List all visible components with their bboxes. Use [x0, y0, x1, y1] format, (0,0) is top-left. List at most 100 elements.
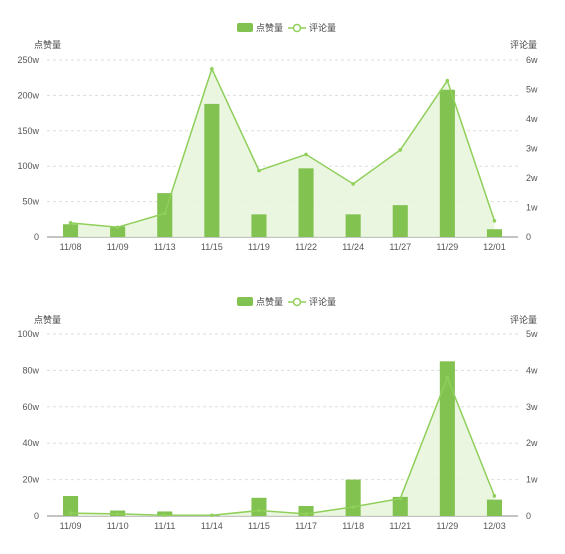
bar-likes: [345, 214, 361, 237]
chart-panel-2: 点赞量 评论量 点赞量 评论量 0 20w 40w 60w 80w 100w 0 1w 2w 3w 4w 5w…: [0, 282, 565, 554]
x-tick-label: 12/01: [483, 242, 506, 252]
comments-point: [304, 512, 308, 516]
comments-point: [492, 218, 497, 223]
y-tick-left: 20w: [22, 475, 39, 485]
comments-point: [398, 496, 403, 501]
comments-point: [257, 508, 261, 513]
x-tick-label: 11/15: [201, 242, 223, 252]
y-tick-left: 50w: [22, 197, 39, 207]
comments-point: [257, 168, 261, 173]
x-tick-label: 11/09: [107, 242, 129, 252]
y-tick-right: 3w: [526, 402, 538, 412]
y-tick-left: 80w: [22, 365, 39, 375]
comments-point: [398, 148, 403, 152]
y-axis-title-left: 点赞量: [34, 314, 61, 325]
y-tick-left: 100w: [17, 161, 39, 171]
bar-likes: [63, 224, 79, 237]
y-axis-title-left: 点赞量: [34, 39, 61, 50]
bar-likes: [110, 226, 126, 237]
comments-line: [70, 375, 496, 517]
comments-point: [210, 513, 214, 518]
y-tick-right: 1w: [526, 203, 538, 213]
comments-point: [115, 512, 120, 516]
bar-likes: [298, 505, 314, 516]
bar-likes: [298, 168, 314, 237]
legend-label-likes: 点赞量: [256, 22, 283, 33]
x-tick-label: 11/14: [201, 521, 223, 531]
comments-point: [351, 182, 355, 186]
y-tick-left: 150w: [17, 126, 39, 136]
y-tick-right: 0: [526, 511, 531, 521]
legend-label-comments: 评论量: [309, 296, 336, 307]
legend-bar-swatch: [237, 297, 253, 306]
x-tick-label: 11/13: [154, 242, 176, 252]
bar-likes: [439, 361, 455, 516]
chart-panel-1: 点赞量 评论量 点赞量 评论量 0 50w 100w 150w 200w 250w 0 1w 2w 3w 4…: [0, 0, 565, 270]
comments-point: [492, 494, 497, 498]
bar-likes: [204, 103, 220, 237]
y-tick-right: 4w: [526, 365, 538, 375]
y-tick-right: 5w: [526, 85, 538, 95]
x-tick-label: 11/15: [248, 521, 270, 531]
bar-likes: [486, 229, 502, 237]
comments-area: [70, 68, 495, 237]
y-tick-left: 0: [34, 511, 39, 521]
y-tick-right: 0: [526, 232, 531, 242]
legend: 点赞量 评论量: [237, 22, 336, 33]
bar-likes: [392, 205, 408, 237]
x-tick-label: 11/18: [342, 521, 364, 531]
legend: 点赞量 评论量: [237, 296, 336, 307]
comments-point: [304, 152, 308, 157]
y-axis-title-right: 评论量: [510, 39, 537, 50]
y-tick-left: 60w: [22, 402, 39, 412]
x-tick-label: 11/11: [154, 521, 175, 531]
bar-likes: [486, 499, 502, 516]
comments-point: [162, 513, 167, 518]
legend-label-likes: 点赞量: [256, 296, 283, 307]
comments-point: [210, 67, 214, 71]
legend-line-marker: [292, 23, 302, 33]
y-tick-right: 1w: [526, 475, 538, 485]
comments-point: [115, 225, 120, 230]
legend-bar-swatch: [237, 23, 253, 32]
bar-likes: [251, 497, 267, 516]
comments-point: [445, 78, 450, 83]
y-tick-left: 250w: [17, 55, 39, 65]
bar-likes: [251, 214, 267, 237]
bar-likes: [63, 495, 79, 516]
x-tick-label: 11/19: [248, 242, 270, 252]
bar-likes: [392, 496, 408, 516]
comments-point: [162, 211, 167, 216]
x-tick-label: 11/27: [389, 242, 411, 252]
y-tick-right: 3w: [526, 144, 538, 154]
x-tick-label: 11/08: [60, 242, 82, 252]
comments-line: [70, 66, 496, 229]
y-tick-left: 200w: [17, 90, 39, 100]
x-tick-label: 11/17: [295, 521, 317, 531]
comments-point: [351, 505, 355, 509]
y-axis-title-right: 评论量: [510, 314, 537, 325]
legend-line-marker: [292, 297, 302, 307]
legend-label-comments: 评论量: [309, 22, 336, 33]
bar-likes: [345, 479, 361, 516]
y-tick-right: 2w: [526, 438, 538, 448]
y-tick-left: 100w: [17, 329, 39, 339]
x-tick-label: 11/10: [107, 521, 129, 531]
x-tick-label: 11/21: [389, 521, 411, 531]
x-tick-label: 11/29: [436, 521, 458, 531]
x-tick-label: 12/03: [483, 521, 506, 531]
x-tick-label: 11/22: [295, 242, 317, 252]
x-tick-label: 11/09: [60, 521, 82, 531]
comments-point: [68, 511, 73, 515]
x-tick-label: 11/29: [436, 242, 458, 252]
y-tick-right: 2w: [526, 173, 538, 183]
x-tick-label: 11/24: [342, 242, 364, 252]
comments-area: [70, 377, 495, 516]
y-tick-left: 40w: [22, 438, 39, 448]
y-tick-right: 6w: [526, 55, 538, 65]
y-tick-right: 5w: [526, 329, 538, 339]
bar-likes: [439, 89, 455, 238]
y-tick-left: 0: [34, 232, 39, 242]
